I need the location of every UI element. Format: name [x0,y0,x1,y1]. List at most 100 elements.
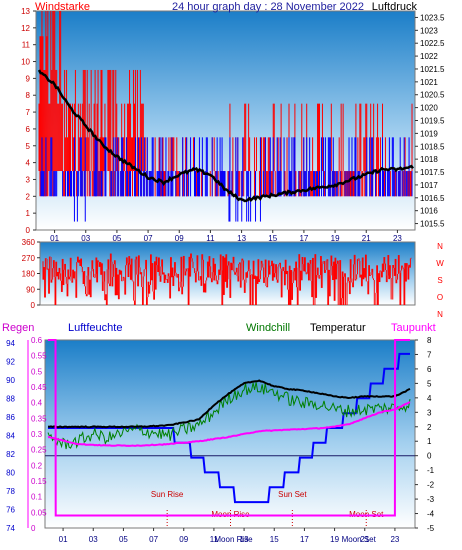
windstarke-tick-label: 5 [26,142,31,151]
regen-tick-label: 0.1 [31,493,43,502]
luftdruck-tick-label: 1022 [420,52,438,61]
x-tick-label: 05 [119,535,128,544]
temperatur-label: Temperatur [310,322,366,334]
temperatur-line [47,379,411,429]
temperatur-tick-label: -1 [427,466,435,475]
temperatur-tick-label: -3 [427,495,435,504]
windstarke-tick-label: 13 [21,7,30,16]
windstarke-tick-label: 3 [26,175,31,184]
temperatur-tick-label: -2 [427,481,435,490]
wind-direction-series [42,253,412,305]
luftdruck-tick-label: 1017 [420,181,438,190]
temperatur-tick-label: 8 [427,336,432,345]
windchill-label: Windchill [246,322,290,334]
luftfeuchte-tick-label: 92 [6,357,15,366]
x-tick-label: 13 [237,234,246,243]
temperatur-tick-label: 3 [427,408,432,417]
direction-tick-label: 270 [22,254,36,263]
x-tick-label: 05 [112,234,121,243]
luftdruck-tick-label: 1018 [420,155,438,164]
luftdruck-axis: 1015.5 1016 1016.5 1017 1017.5 1018 1018.5 1019… [415,13,445,229]
luftdruck-tick-label: 1019.5 [420,117,445,126]
regen-label: Regen [2,322,34,334]
direction-tick-label: 90 [26,285,35,294]
compass-label: N [437,310,443,319]
luftdruck-tick-label: 1020 [420,104,438,113]
temperatur-axis: -5 -4 -3 -2 -1 0 1 2 3 4 5 6 7 8 [415,336,435,533]
x-tick-label: 15 [268,234,277,243]
windstarke-tick-label: 11 [22,41,31,50]
regen-tick-label: 0.5 [31,367,43,376]
luftfeuchte-tick-label: 94 [6,339,15,348]
x-tick-label: 21 [362,234,371,243]
regen-tick-label: 0.35 [31,414,47,423]
windstarke-tick-label: 6 [26,125,31,134]
panel1-x-axis: 01 03 05 07 09 11 13 15 17 19 21 23 [50,230,402,243]
luftdruck-tick-label: 1023.5 [420,13,445,22]
regen-tick-label: 0.45 [31,383,47,392]
luftfeuchte-tick-label: 74 [6,524,15,533]
regen-tick-label: 0.25 [31,446,47,455]
direction-tick-label: 0 [31,301,36,310]
regen-line [48,339,410,517]
regen-tick-label: 0.3 [31,430,43,439]
annotation-label: Sun Rise [151,490,184,499]
luftfeuchte-axis: 74 76 78 80 82 84 86 88 90 92 94 [6,339,15,533]
compass-label: W [436,259,444,268]
annotation-label: Sun Set [278,490,307,499]
temperatur-tick-label: 5 [427,379,432,388]
x-tick-label: 01 [50,234,59,243]
x-tick-label: 03 [81,234,90,243]
luftfeuchte-tick-label: 84 [6,431,15,440]
x-tick-label: 19 [330,535,339,544]
compass-label: N [437,242,443,251]
luftdruck-tick-label: 1022.5 [420,39,445,48]
temperatur-tick-label: 6 [427,365,432,374]
windstarke-tick-label: 10 [21,58,30,67]
temperatur-tick-label: -5 [427,524,435,533]
luftdruck-tick-label: 1023 [420,26,438,35]
direction-tick-label: 180 [22,270,36,279]
taupunkt-label: Taupunkt [391,322,436,334]
x-tick-label: 11 [210,535,219,544]
luftfeuchte-tick-label: 76 [6,505,15,514]
wind-direction-axis: 0 90 180 270 360 [22,238,40,310]
temperatur-tick-label: 2 [427,423,432,432]
temperatur-tick-label: 1 [427,437,432,446]
luftdruck-tick-label: 1016.5 [420,194,445,203]
chart-title: 24 hour graph day : 28 November 2022 [172,1,364,13]
luftdruck-tick-label: 1017.5 [420,168,445,177]
luftdruck-tick-label: 1020.5 [420,91,445,100]
luftfeuchte-tick-label: 90 [6,376,15,385]
regen-tick-label: 0.2 [31,461,43,470]
x-tick-label: 13 [240,535,249,544]
temperatur-tick-label: 0 [427,452,432,461]
windstarke-tick-label: 12 [21,24,30,33]
direction-tick-label: 360 [22,238,36,247]
x-tick-label: 09 [175,234,184,243]
x-tick-label: 23 [390,535,399,544]
x-tick-label: 07 [144,234,153,243]
windstarke-tick-label: 4 [26,159,31,168]
temperatur-tick-label: 7 [427,350,432,359]
moon-rise-marker: Moon Rise [214,535,253,544]
regen-tick-label: 0.05 [31,508,47,517]
x-tick-label: 21 [360,535,369,544]
x-tick-label: 07 [149,535,158,544]
moon-set-marker: Moon Set [342,535,377,544]
x-tick-label: 03 [89,535,98,544]
x-tick-label: 17 [299,234,308,243]
x-tick-label: 15 [270,535,279,544]
temperatur-tick-label: -4 [427,510,435,519]
windstarke-tick-label: 1 [26,209,31,218]
luftdruck-tick-label: 1021 [420,78,438,87]
luftdruck-label: Luftdruck [372,1,418,13]
windstarke-tick-label: 7 [26,108,31,117]
windstarke-tick-label: 2 [26,192,31,201]
x-tick-label: 11 [206,234,215,243]
regen-axis: 0 0.05 0.1 0.15 0.2 0.25 0.3 0.35 0.4 0.45 0.5 0.55… [27,336,47,533]
luftdruck-tick-label: 1018.5 [420,142,445,151]
x-tick-label: 23 [393,234,402,243]
